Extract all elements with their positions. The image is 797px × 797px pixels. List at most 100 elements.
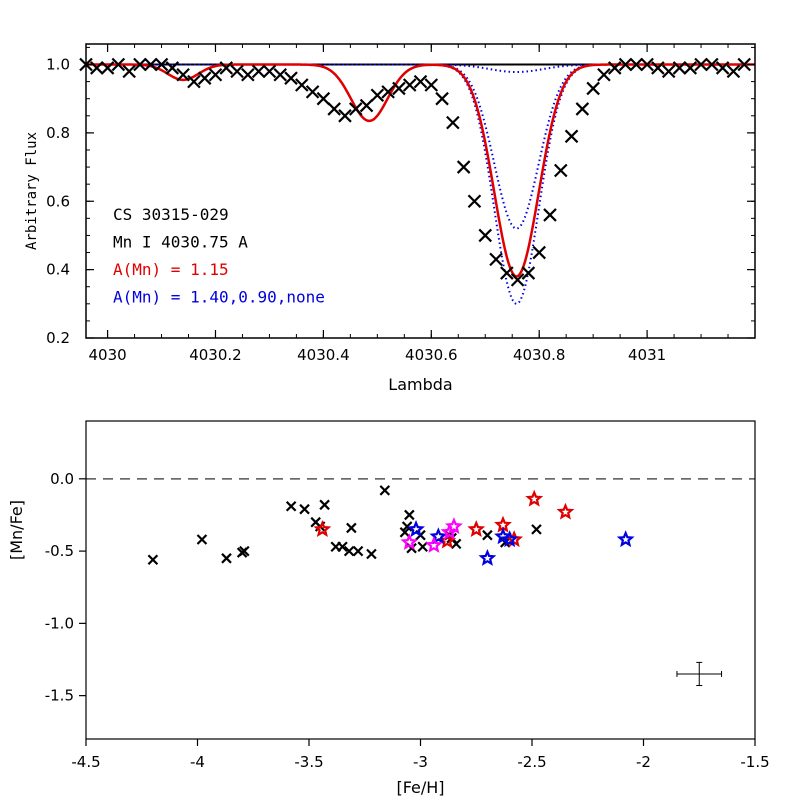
y-tick-label: 0.4 bbox=[46, 261, 70, 279]
annotation-text: A(Mn) = 1.15 bbox=[113, 260, 229, 279]
observed-point bbox=[413, 74, 428, 89]
observed-point bbox=[478, 228, 493, 243]
observed-point bbox=[726, 64, 741, 79]
y-tick-label: 1.0 bbox=[46, 56, 70, 74]
observed-point bbox=[133, 57, 147, 72]
data-point-star bbox=[556, 502, 575, 520]
y-tick-label: -0.5 bbox=[45, 542, 74, 560]
observed-point bbox=[510, 273, 525, 287]
annotation-text: A(Mn) = 1.40,0.90,none bbox=[113, 288, 325, 307]
y-tick-label: 0.8 bbox=[46, 124, 70, 142]
observed-point bbox=[111, 57, 126, 72]
x-tick-label: 4030.6 bbox=[405, 346, 458, 364]
x-tick-label: -1.5 bbox=[740, 753, 769, 771]
data-point-x bbox=[337, 541, 348, 553]
annotation-text: Mn I 4030.75 A bbox=[113, 233, 248, 252]
observed-point bbox=[327, 102, 341, 116]
observed-point bbox=[348, 102, 363, 116]
data-point-x bbox=[401, 521, 413, 532]
observed-point bbox=[230, 64, 244, 79]
x-axis-title: [Fe/H] bbox=[396, 778, 444, 797]
x-tick-label: -2.5 bbox=[517, 753, 546, 771]
observed-point bbox=[295, 78, 309, 92]
data-point-star bbox=[505, 530, 524, 548]
data-point-star bbox=[313, 520, 332, 537]
data-point-x bbox=[482, 529, 493, 541]
observed-point bbox=[122, 64, 136, 79]
observed-point bbox=[618, 57, 633, 72]
data-point-star bbox=[478, 548, 497, 566]
data-point-x bbox=[352, 545, 364, 557]
observed-point bbox=[251, 64, 266, 79]
annotation-text: CS 30315-029 bbox=[113, 205, 229, 224]
x-tick-label: 4030 bbox=[88, 346, 126, 364]
observed-point bbox=[219, 61, 234, 75]
observed-point bbox=[154, 57, 169, 72]
observed-point bbox=[176, 67, 190, 82]
observed-point bbox=[446, 115, 460, 130]
observed-point bbox=[629, 57, 644, 72]
x-tick-label: 4031 bbox=[628, 346, 666, 364]
x-tick-label: 4030.8 bbox=[513, 346, 566, 364]
data-point-star bbox=[616, 530, 635, 548]
observed-point bbox=[661, 64, 676, 79]
data-point-x bbox=[239, 545, 250, 557]
x-tick-label: -3.5 bbox=[294, 753, 323, 771]
observed-point bbox=[694, 57, 708, 72]
observed-point bbox=[500, 266, 514, 280]
observed-point bbox=[100, 61, 115, 75]
observed-point bbox=[737, 57, 751, 72]
observed-point bbox=[435, 91, 449, 106]
x-tick-label: 4030.4 bbox=[297, 346, 350, 364]
data-point-star bbox=[494, 527, 512, 545]
data-point-star bbox=[400, 533, 419, 551]
observed-point bbox=[640, 57, 654, 72]
observed-point bbox=[402, 78, 417, 92]
observed-point bbox=[316, 91, 331, 106]
x-tick-label: 4030.2 bbox=[189, 346, 242, 364]
y-tick-label: -1.0 bbox=[45, 614, 74, 632]
abundance-panel: -4.5 -4 -3.5 -3 -2.5 -2 -1.5 0.0 -0.5 -1.0 -1.5 [Fe… bbox=[7, 420, 770, 797]
observed-point bbox=[607, 61, 622, 75]
observed-point bbox=[564, 129, 579, 144]
observed-point bbox=[467, 194, 482, 209]
data-point-star bbox=[429, 527, 448, 545]
observed-point bbox=[672, 61, 687, 75]
observed-point bbox=[187, 74, 201, 89]
observed-point bbox=[597, 67, 611, 82]
abundance-frame bbox=[85, 420, 756, 740]
observed-point bbox=[532, 245, 546, 260]
observed-point bbox=[715, 61, 730, 75]
data-point-x bbox=[299, 503, 310, 515]
x-tick-label: -4 bbox=[190, 753, 205, 771]
data-point-x bbox=[196, 534, 208, 545]
observed-point bbox=[424, 78, 439, 92]
data-point-x bbox=[343, 545, 355, 557]
observed-point bbox=[197, 71, 212, 85]
y-axis-title: Arbitrary Flux bbox=[24, 132, 40, 250]
observed-point bbox=[143, 57, 158, 72]
data-point-star bbox=[424, 535, 443, 553]
observed-point bbox=[543, 208, 557, 222]
data-point-star bbox=[467, 520, 486, 537]
model-low-mn-line bbox=[86, 63, 755, 230]
observed-point bbox=[262, 64, 277, 79]
observed-point bbox=[370, 88, 385, 103]
data-point-star bbox=[500, 530, 519, 548]
data-point-x bbox=[450, 538, 462, 550]
observed-point bbox=[521, 266, 536, 280]
y-axis-title: [Mn/Fe] bbox=[7, 500, 26, 560]
data-point-star bbox=[525, 489, 544, 507]
data-point-x bbox=[319, 499, 330, 511]
observed-point bbox=[586, 81, 600, 96]
observed-point bbox=[241, 67, 255, 82]
observed-point bbox=[489, 252, 503, 267]
data-point-x bbox=[379, 485, 391, 496]
observed-point bbox=[553, 163, 568, 178]
data-point-x bbox=[404, 509, 415, 521]
spectrum-frame bbox=[85, 43, 756, 339]
spectrum-panel: 4030 4030.2 4030.4 4030.6 4030.8 4031 0.2 0.4 0.… bbox=[24, 43, 756, 394]
data-point-star bbox=[445, 517, 463, 535]
data-point-star bbox=[407, 520, 425, 537]
